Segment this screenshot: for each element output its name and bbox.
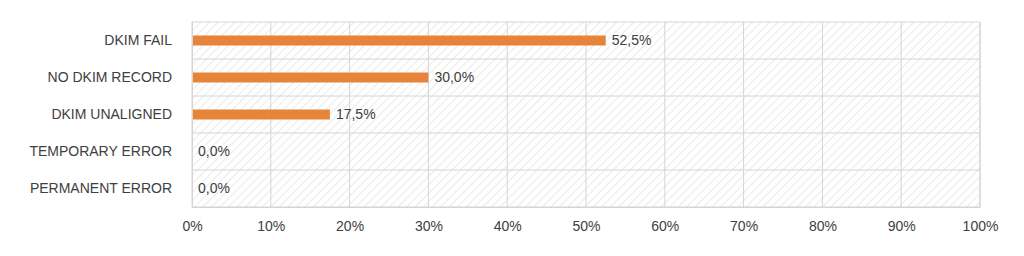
y-tick-label: TEMPORARY ERROR bbox=[29, 143, 172, 159]
grid-line bbox=[743, 22, 744, 207]
x-tick-label: 50% bbox=[572, 218, 600, 234]
x-tick-label: 20% bbox=[336, 218, 364, 234]
bar bbox=[192, 73, 428, 83]
chart: 52,5% 30,0% 17,5% 0,0% 0,0% 0% 10% 20% 30% 40% 50%… bbox=[0, 0, 1024, 256]
data-label: 52,5% bbox=[612, 32, 652, 48]
x-tick: 90% bbox=[888, 207, 916, 234]
y-axis-line bbox=[192, 23, 193, 208]
plot-frame bbox=[980, 22, 981, 207]
x-tick: 50% bbox=[572, 207, 600, 234]
data-label: 17,5% bbox=[336, 106, 376, 122]
plot-background bbox=[192, 22, 980, 207]
x-tick-label: 100% bbox=[963, 218, 999, 234]
grid bbox=[192, 22, 980, 207]
x-tick: 60% bbox=[651, 207, 679, 234]
x-tick: 20% bbox=[336, 207, 364, 234]
x-axis: 0% 10% 20% 30% 40% 50% 60% 70% 80% 90% 100% bbox=[182, 207, 998, 234]
x-tick-label: 30% bbox=[415, 218, 443, 234]
grid-line bbox=[901, 22, 902, 207]
grid-line bbox=[822, 22, 823, 207]
data-label: 0,0% bbox=[198, 143, 230, 159]
grid-line bbox=[664, 22, 665, 207]
grid-line bbox=[428, 22, 429, 207]
grid-line bbox=[586, 22, 587, 207]
y-tick-label: DKIM UNALIGNED bbox=[51, 106, 172, 122]
bars bbox=[192, 36, 606, 120]
data-labels: 52,5% 30,0% 17,5% 0,0% 0,0% bbox=[198, 32, 651, 196]
x-tick: 70% bbox=[730, 207, 758, 234]
x-tick: 0% bbox=[182, 207, 202, 234]
grid-line bbox=[507, 22, 508, 207]
x-tick: 100% bbox=[963, 207, 999, 234]
y-tick: NO DKIM RECORD bbox=[48, 69, 192, 85]
x-tick-label: 90% bbox=[888, 218, 916, 234]
y-tick-label: PERMANENT ERROR bbox=[30, 180, 172, 196]
y-tick: DKIM FAIL bbox=[104, 32, 192, 48]
bar bbox=[192, 110, 330, 120]
y-tick: DKIM UNALIGNED bbox=[51, 106, 192, 122]
bar bbox=[192, 36, 606, 46]
y-axis: DKIM FAIL NO DKIM RECORD DKIM UNALIGNED TEM… bbox=[29, 23, 192, 208]
plot: 52,5% 30,0% 17,5% 0,0% 0,0% 0% 10% 20% 30% 40% 50%… bbox=[29, 22, 998, 234]
x-tick-label: 40% bbox=[494, 218, 522, 234]
y-tick: PERMANENT ERROR bbox=[30, 180, 192, 196]
y-tick: TEMPORARY ERROR bbox=[29, 143, 192, 159]
x-tick: 40% bbox=[494, 207, 522, 234]
y-tick-label: NO DKIM RECORD bbox=[48, 69, 172, 85]
data-label: 0,0% bbox=[198, 180, 230, 196]
x-tick-label: 70% bbox=[730, 218, 758, 234]
data-label: 30,0% bbox=[434, 69, 474, 85]
grid-line bbox=[192, 22, 193, 207]
grid-line bbox=[980, 22, 981, 207]
x-tick: 30% bbox=[415, 207, 443, 234]
x-tick: 10% bbox=[257, 207, 285, 234]
x-tick-label: 60% bbox=[651, 218, 679, 234]
x-axis-line bbox=[193, 207, 981, 208]
y-tick-label: DKIM FAIL bbox=[104, 32, 172, 48]
x-tick-label: 0% bbox=[182, 218, 202, 234]
x-tick-label: 80% bbox=[809, 218, 837, 234]
x-tick: 80% bbox=[809, 207, 837, 234]
x-tick-label: 10% bbox=[257, 218, 285, 234]
